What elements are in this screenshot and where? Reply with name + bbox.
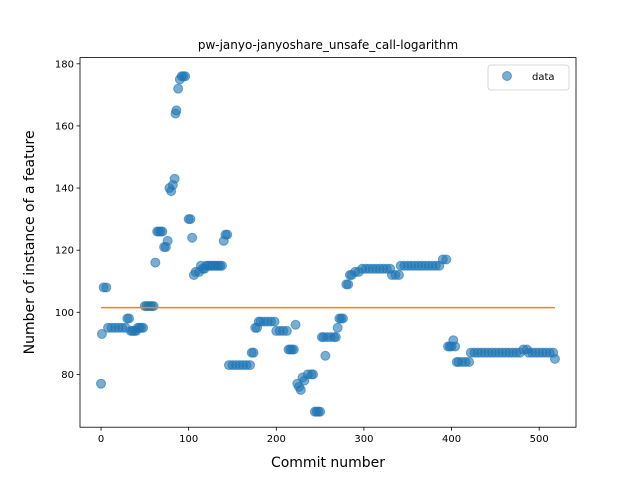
data-point [315,406,326,417]
data-layer [96,71,560,417]
data-point [96,378,107,389]
x-tick-label: 300 [354,434,373,445]
data-point [150,257,161,268]
x-tick-label: 200 [267,434,286,445]
legend-marker-data [502,71,512,81]
data-point [173,83,184,94]
y-tick-label: 180 [55,59,74,70]
data-point [337,313,348,324]
x-tick-label: 500 [530,434,549,445]
legend-box [487,64,570,91]
data-point [185,214,196,225]
data-point [549,353,560,364]
data-point [290,319,301,330]
data-point [148,301,159,312]
x-tick-label: 400 [442,434,461,445]
data-point [138,322,149,333]
data-point [187,232,198,243]
data-point [96,329,107,340]
data-point [295,384,306,395]
data-point [222,229,233,240]
data-point [288,344,299,355]
axes-frame [79,57,577,428]
data-point [332,322,343,333]
data-point [464,356,475,367]
data-point [393,270,404,281]
data-point [180,71,191,82]
data-point [450,341,461,352]
legend-label-data: data [532,72,555,83]
data-point [269,316,280,327]
chart-title: pw-janyo-janyoshare_unsafe_call-logarith… [198,38,458,52]
data-point [171,105,182,116]
data-point [441,254,452,265]
data-point [330,332,341,343]
data-point [124,313,135,324]
y-tick-label: 80 [61,370,74,381]
y-tick-label: 120 [55,246,74,257]
data-point [281,325,292,336]
x-tick-label: 0 [98,434,104,445]
data-point [308,369,319,380]
data-point [157,226,168,237]
data-point [248,347,259,358]
x-tick-label: 100 [179,434,198,445]
y-axis-label: Number of instance of a feature [22,130,38,354]
y-tick-label: 160 [55,121,74,132]
legend: data [487,64,570,91]
data-point [216,260,227,271]
data-point [169,173,180,184]
x-axis: 0 100 200 300 400 500 [98,427,549,445]
data-point [320,350,331,361]
x-axis-label: Commit number [271,455,385,471]
y-tick-label: 140 [55,184,74,195]
y-axis: 80 100 120 140 160 180 [55,59,80,381]
data-point [162,235,173,246]
data-point [343,279,354,290]
y-tick-label: 100 [55,308,74,319]
data-point [245,360,256,371]
data-point [101,282,112,293]
